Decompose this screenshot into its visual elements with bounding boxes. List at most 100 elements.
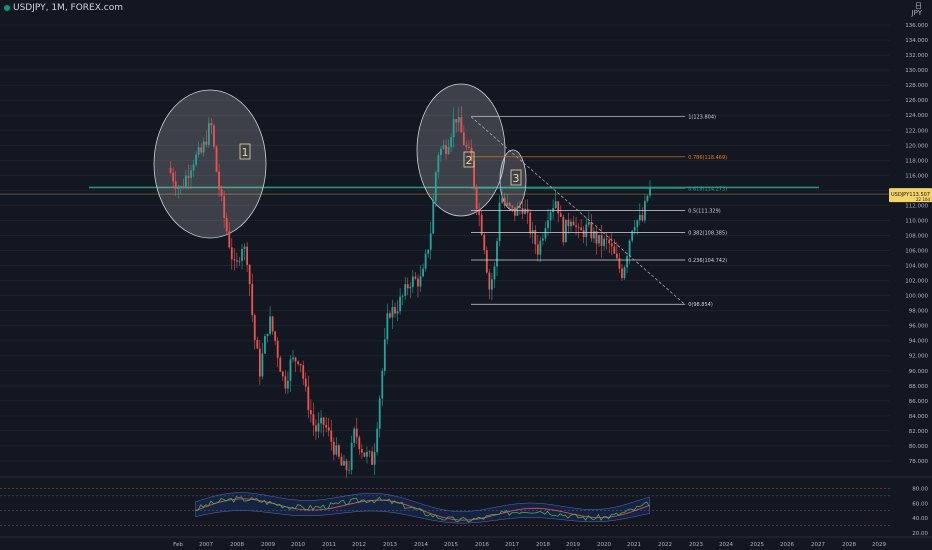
candle-body	[437, 155, 440, 173]
candle-body	[501, 197, 504, 203]
candle-body	[590, 222, 593, 239]
candle-body	[475, 187, 478, 209]
candle-body	[389, 313, 391, 318]
time-tick-label: 2010	[291, 542, 305, 548]
price-tag-symbol: USDJPY	[891, 192, 910, 198]
price-tag-value: 113.507	[909, 192, 930, 198]
price-tick-label: 116.000	[905, 173, 928, 179]
candle-body	[185, 175, 187, 188]
candle-body	[279, 357, 282, 372]
dashed-trendline	[470, 116, 686, 305]
candle-body	[299, 363, 302, 366]
candle-body	[345, 460, 348, 471]
candle-body	[649, 188, 651, 196]
candle-body	[600, 234, 603, 247]
candle-body	[202, 141, 205, 153]
price-tick-label: 80.000	[909, 444, 929, 450]
candle-body	[368, 451, 371, 453]
candle-body	[452, 119, 455, 138]
candle-body	[187, 175, 190, 178]
candle-body	[207, 123, 210, 145]
horizontal-level-line[interactable]	[0, 186, 890, 195]
candle-body	[317, 423, 320, 432]
candle-body	[200, 147, 203, 153]
price-axis[interactable]: 78.000 80.000 82.000 84.000 86.000 88.000 90.0…	[890, 0, 932, 476]
candle-body	[480, 214, 483, 235]
price-tick-label: 102.000	[905, 279, 928, 285]
currency-top: 日	[915, 2, 922, 10]
trendline[interactable]	[470, 116, 686, 305]
candle-body	[294, 357, 297, 362]
candle-body	[338, 445, 340, 457]
candle-body	[468, 146, 470, 148]
fib-level-label: 0.382(108.385)	[688, 231, 727, 237]
candle-body	[371, 451, 373, 465]
candle-body	[271, 316, 274, 332]
time-axis[interactable]: Feb 2007 2008 2009 2010 2011 2012 2013 2014 2015 2…	[0, 536, 932, 548]
time-tick-label: 2009	[261, 542, 275, 548]
candle-body	[485, 250, 488, 273]
time-tick-label: 2021	[627, 542, 641, 548]
candle-body	[536, 244, 539, 255]
candle-body	[547, 220, 549, 229]
time-tick-label: 2024	[719, 542, 733, 548]
candle-body	[381, 370, 384, 399]
price-tick-label: 118.000	[905, 158, 928, 164]
indicator-band	[195, 492, 650, 524]
candle-body	[419, 276, 422, 287]
candle-body	[641, 214, 644, 221]
price-tick-label: 132.000	[905, 53, 928, 59]
price-tick-label: 100.000	[905, 294, 928, 300]
candle-body	[327, 427, 330, 431]
candle-body	[322, 417, 325, 425]
time-tick-label: 2007	[199, 542, 213, 548]
candle-body	[559, 213, 562, 217]
candle-body	[519, 206, 521, 208]
candle-body	[309, 410, 312, 415]
candle-body	[427, 249, 430, 254]
candle-body	[496, 241, 498, 267]
candle-body	[363, 452, 366, 457]
highlight-circle-3	[499, 149, 527, 211]
candle-body	[608, 239, 611, 244]
time-tick-label: 2022	[658, 542, 672, 548]
candle-body	[613, 246, 616, 254]
candle-body	[572, 221, 575, 226]
candle-body	[470, 147, 473, 162]
price-tag-bg	[889, 188, 932, 203]
candle-body	[603, 238, 606, 247]
time-tick-label: 2026	[780, 542, 794, 548]
currency-bottom: JPY	[911, 9, 922, 17]
candle-body	[544, 228, 547, 239]
chart-header[interactable]: USDJPY, 1M, FOREX.com	[4, 3, 123, 13]
price-tick-label: 84.000	[909, 414, 929, 420]
candle-body	[542, 238, 544, 241]
price-tick-label: 126.000	[905, 98, 928, 104]
candle-body	[539, 240, 542, 255]
annotation-box	[239, 143, 251, 160]
candle-body	[197, 147, 200, 155]
candle-body	[248, 264, 251, 285]
price-tick-label: 98.000	[909, 309, 929, 315]
fibonacci-retracement[interactable]: 1(123.804) 0.786(118.469) 0.618(114.273) 0.…	[471, 115, 727, 309]
candle-body	[192, 164, 195, 171]
candle-body	[330, 430, 333, 442]
candle-body	[396, 311, 399, 314]
wave-annotations: 1 2 3	[239, 143, 522, 186]
candle-body	[394, 306, 396, 314]
annotation-label: 1	[242, 146, 249, 159]
candle-body	[442, 145, 445, 149]
candle-body	[409, 286, 412, 289]
candle-body	[429, 233, 432, 250]
candle-body	[215, 146, 218, 172]
candle-body	[287, 380, 289, 389]
oscillator-panel: 20.00 40.00 60.00 80.00	[0, 476, 932, 537]
candle-body	[348, 469, 351, 471]
candle-body	[595, 231, 598, 244]
price-tick-label: 94.000	[909, 339, 929, 345]
fib-level-label: 0(98.854)	[688, 302, 713, 308]
price-tick-label: 88.000	[909, 384, 929, 390]
